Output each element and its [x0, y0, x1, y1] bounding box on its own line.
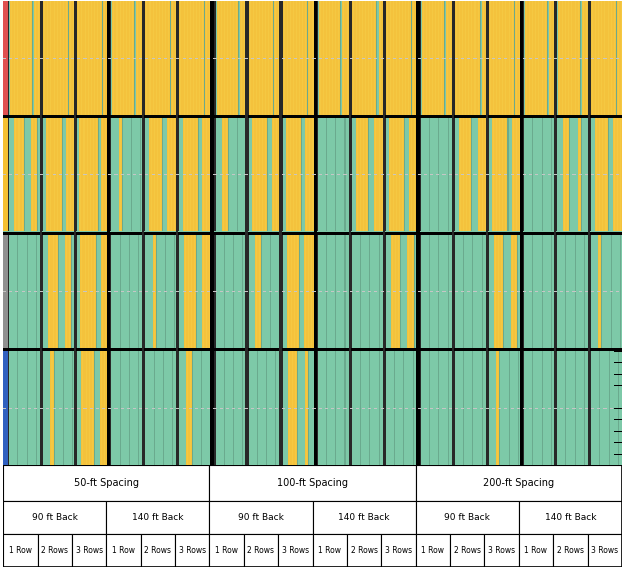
- Bar: [3, 465, 209, 500]
- Bar: [416, 534, 450, 567]
- Text: 3 Rows: 3 Rows: [76, 546, 102, 555]
- Bar: [3, 534, 38, 567]
- Text: 100-ft Spacing: 100-ft Spacing: [277, 478, 348, 488]
- Bar: [175, 534, 209, 567]
- Text: 140 ft Back: 140 ft Back: [338, 513, 390, 522]
- Bar: [381, 534, 416, 567]
- Bar: [519, 534, 553, 567]
- Bar: [141, 534, 175, 567]
- Text: 50-ft Spacing: 50-ft Spacing: [74, 478, 139, 488]
- Text: 1 Row: 1 Row: [215, 546, 238, 555]
- Bar: [416, 465, 622, 500]
- Text: 1 Row: 1 Row: [9, 546, 32, 555]
- Text: 1 Row: 1 Row: [421, 546, 444, 555]
- Text: 3 Rows: 3 Rows: [179, 546, 206, 555]
- Text: 200-ft Spacing: 200-ft Spacing: [483, 478, 554, 488]
- Bar: [519, 500, 622, 534]
- Text: 2 Rows: 2 Rows: [557, 546, 584, 555]
- Text: 2 Rows: 2 Rows: [144, 546, 171, 555]
- Text: 3 Rows: 3 Rows: [282, 546, 309, 555]
- Text: 2 Rows: 2 Rows: [351, 546, 378, 555]
- Text: 2 Rows: 2 Rows: [248, 546, 274, 555]
- Bar: [312, 500, 416, 534]
- Text: 1 Row: 1 Row: [112, 546, 135, 555]
- Text: 90 ft Back: 90 ft Back: [238, 513, 284, 522]
- Bar: [484, 534, 519, 567]
- Text: 140 ft Back: 140 ft Back: [132, 513, 184, 522]
- Text: 90 ft Back: 90 ft Back: [32, 513, 78, 522]
- Bar: [588, 534, 622, 567]
- Text: 1 Row: 1 Row: [318, 546, 341, 555]
- Bar: [209, 534, 244, 567]
- Text: 140 ft Back: 140 ft Back: [544, 513, 596, 522]
- Bar: [347, 534, 381, 567]
- Text: 3 Rows: 3 Rows: [385, 546, 412, 555]
- Bar: [416, 500, 519, 534]
- Bar: [209, 465, 416, 500]
- Text: 2 Rows: 2 Rows: [454, 546, 481, 555]
- Text: 2 Rows: 2 Rows: [41, 546, 68, 555]
- Bar: [450, 534, 484, 567]
- Text: 3 Rows: 3 Rows: [488, 546, 515, 555]
- Bar: [312, 534, 347, 567]
- Bar: [38, 534, 72, 567]
- Bar: [553, 534, 588, 567]
- Bar: [3, 500, 106, 534]
- Bar: [244, 534, 278, 567]
- Text: 3 Rows: 3 Rows: [591, 546, 618, 555]
- Bar: [278, 534, 312, 567]
- Bar: [209, 500, 312, 534]
- Bar: [106, 500, 209, 534]
- Text: 1 Row: 1 Row: [524, 546, 548, 555]
- Text: 90 ft Back: 90 ft Back: [444, 513, 490, 522]
- Bar: [106, 534, 141, 567]
- Bar: [72, 534, 106, 567]
